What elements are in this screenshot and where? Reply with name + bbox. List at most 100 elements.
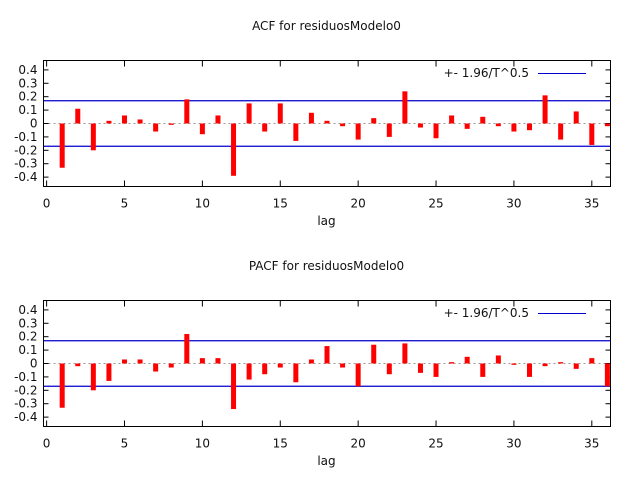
x-tick-label: 25	[428, 437, 443, 451]
acf-bar-lag-30	[511, 123, 517, 132]
y-tick-label: 0.4	[18, 63, 37, 77]
acf-bar-lag-3	[90, 123, 96, 151]
y-tick-label: 0	[30, 357, 38, 371]
pacf-bar-lag-31	[527, 363, 532, 377]
pacf-bar-lag-8	[168, 363, 174, 368]
x-tick-label: 0	[43, 437, 51, 451]
y-tick-label: 0.4	[18, 303, 37, 317]
pacf-bar-lag-9	[184, 334, 190, 364]
pacf-bar-lag-18	[324, 346, 330, 364]
y-tick-label: 0.2	[18, 90, 37, 104]
x-tick-label: 30	[506, 437, 521, 451]
pacf-bar-lag-11	[215, 358, 221, 364]
acf-bar-lag-28	[480, 116, 486, 124]
pacf-bar-lag-16	[293, 363, 299, 383]
pacf-bar-lag-27	[464, 356, 470, 364]
y-tick-label: -0.1	[14, 130, 37, 144]
pacf-bar-lag-28	[480, 363, 486, 377]
y-tick-label: -0.3	[14, 397, 37, 411]
y-tick-label: 0.1	[18, 343, 37, 357]
x-axis-label-acf: lag	[317, 214, 336, 228]
acf-bar-lag-8	[168, 123, 174, 125]
pacf-bar-lag-34	[573, 363, 579, 369]
acf-bar-lag-23	[402, 91, 408, 124]
acf-bar-lag-36	[604, 123, 610, 127]
acf-bar-lag-5	[122, 115, 127, 124]
pacf-bar-lag-6	[137, 359, 143, 364]
pacf-bar-lag-14	[262, 363, 268, 375]
pacf-bar-lag-36	[604, 363, 610, 387]
legend-line-sample	[538, 312, 586, 314]
pacf-bar-lag-5	[122, 359, 127, 364]
legend-label: +- 1.96/T^0.5	[443, 306, 529, 320]
x-tick-label: 20	[351, 437, 366, 451]
acf-bar-lag-13	[246, 103, 252, 124]
pacf-bar-lag-24	[417, 363, 423, 373]
acf-bar-lag-34	[573, 111, 579, 124]
pacf-bar-lag-17	[308, 359, 314, 364]
acf-bar-lag-6	[137, 119, 143, 124]
pacf-bar-lag-32	[542, 363, 548, 367]
acf-chart: 0 5 10 15 20 25 30 35 0.4 0.3 0.2 0.1 0 -0.1 -0.2 -0.3-…	[14, 19, 611, 228]
pacf-bar-lag-20	[355, 363, 361, 387]
legend-line-sample	[538, 72, 586, 74]
pacf-bar-lag-35	[589, 358, 595, 364]
acf-bar-lag-17	[308, 112, 314, 124]
x-tick-label: 35	[584, 197, 599, 211]
y-tick-label: 0.3	[18, 76, 37, 90]
pacf-bar-lag-15	[277, 363, 283, 368]
y-tick-label: 0.2	[18, 330, 37, 344]
pacf-bar-lag-4	[106, 363, 112, 381]
x-axis-label-pacf: lag	[317, 454, 336, 468]
x-tick-label: 15	[273, 437, 288, 451]
x-tick-label: 5	[121, 197, 129, 211]
y-tick-label: -0.3	[14, 157, 37, 171]
pacf-bar-lag-21	[371, 344, 377, 364]
chart-title-pacf: PACF for residuosModelo0	[248, 259, 405, 273]
acf-bar-lag-20	[355, 123, 361, 140]
acf-bar-lag-4	[106, 120, 112, 124]
acf-bar-lag-24	[417, 123, 423, 128]
pacf-plot-area: 0 5 10 15 20 25 30 350.40.30.20.10-0.1-0.2-0.3-…	[14, 300, 611, 451]
pacf-bar-lag-19	[340, 363, 346, 368]
y-tick-label: -0.1	[14, 370, 37, 384]
acf-bar-lag-1	[59, 123, 65, 168]
acf-bar-lag-15	[277, 103, 283, 124]
x-tick-label: 30	[506, 197, 521, 211]
acf-bar-lag-2	[75, 108, 81, 124]
pacf-bar-lag-10	[199, 358, 205, 364]
acf-bar-lag-10	[199, 123, 205, 135]
pacf-chart: 0 5 10 15 20 25 30 35 0.4 0.3 0.2 0.1 0 -0.1 -0.2 -0.3-…	[0, 240, 640, 480]
x-tick-label: 0	[43, 197, 51, 211]
pacf-bar-lag-33	[558, 362, 564, 364]
x-tick-label: 5	[121, 437, 129, 451]
x-tick-label: 20	[351, 197, 366, 211]
acf-bar-lag-25	[433, 123, 439, 139]
pacf-bar-lag-23	[402, 343, 408, 364]
x-tick-label: 15	[273, 197, 288, 211]
acf-bar-lag-32	[542, 95, 548, 124]
acf-bar-lag-22	[386, 123, 392, 137]
acf-bar-lag-33	[558, 123, 564, 140]
acf-bar-lag-11	[215, 115, 221, 124]
x-tick-label: 25	[428, 197, 443, 211]
x-tick-label: 10	[195, 197, 210, 211]
acf-bar-lag-29	[495, 123, 501, 127]
pacf-bar-lag-13	[246, 363, 252, 380]
pacf-bar-lag-3	[90, 363, 96, 391]
pacf-bar-lag-29	[495, 355, 501, 364]
y-tick-label: -0.4	[14, 170, 37, 184]
pacf-bar-lag-12	[231, 363, 237, 410]
acf-bar-lag-21	[371, 118, 377, 124]
pacf-bar-lag-25	[433, 363, 439, 377]
y-tick-label: -0.4	[14, 410, 37, 424]
acf-bar-lag-9	[184, 99, 190, 124]
chart-title-acf: ACF for residuosModelo0	[252, 19, 401, 33]
legend-pacf: +- 1.96/T^0.5	[444, 306, 586, 320]
y-tick-label: -0.2	[14, 143, 37, 157]
acf-bar-lag-16	[293, 123, 299, 141]
acf-bar-lag-35	[589, 123, 595, 145]
x-tick-label: 35	[584, 437, 599, 451]
acf-bar-lag-7	[153, 123, 159, 132]
